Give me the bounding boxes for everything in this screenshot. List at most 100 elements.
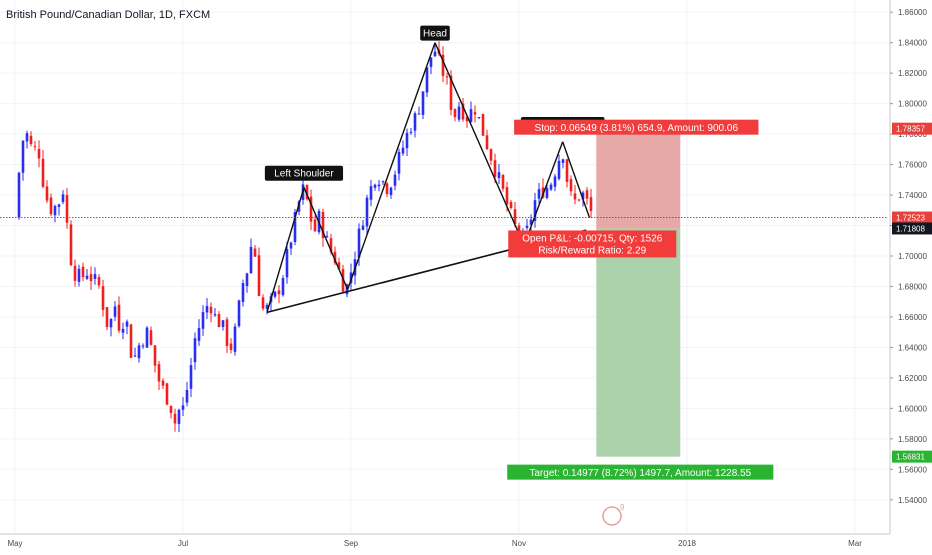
stop-label-bg xyxy=(514,119,759,135)
price-tick-label: 1.70000 xyxy=(898,252,927,261)
candle-down xyxy=(97,277,101,286)
candle-down xyxy=(573,193,577,200)
price-axis-tag-bg xyxy=(892,122,932,135)
candle-down xyxy=(101,286,105,310)
candle-down xyxy=(565,159,569,182)
candle-down xyxy=(45,186,49,201)
open-pnl-box xyxy=(508,230,677,258)
candle-down xyxy=(277,290,281,295)
candle-up xyxy=(57,204,61,207)
risk-reward-label: Risk/Reward Ratio: 2.29 xyxy=(538,245,646,256)
candle-up xyxy=(417,113,421,115)
candle-up xyxy=(241,283,245,302)
pattern-label: Head xyxy=(423,29,447,40)
position-labels: Stop: 0.06549 (3.81%) 654.9, Amount: 900… xyxy=(507,119,774,480)
stop-loss-zone[interactable] xyxy=(596,128,681,229)
candle-up xyxy=(581,192,585,200)
time-axis[interactable]: MayJulSepNov2018MarMayJulSepNov2019 xyxy=(0,533,932,548)
candle-down xyxy=(453,109,457,118)
candle-down xyxy=(493,160,497,177)
candle-down xyxy=(461,103,465,120)
candle-up xyxy=(281,278,285,296)
candle-down xyxy=(229,343,233,350)
time-tick-label: Nov xyxy=(512,539,526,548)
price-tick-label: 1.56000 xyxy=(898,465,927,474)
position-zones[interactable] xyxy=(596,128,681,457)
candle-up xyxy=(425,67,429,93)
candle-down xyxy=(33,146,37,148)
candle-down xyxy=(169,405,173,413)
price-axis-tag: 1.71808 xyxy=(896,224,925,233)
pattern-line[interactable] xyxy=(562,141,591,219)
price-axis[interactable]: 1.860001.840001.820001.800001.780001.760… xyxy=(889,0,932,534)
candle-down xyxy=(517,225,521,236)
candle-up xyxy=(433,51,437,57)
candle-up xyxy=(137,345,141,359)
price-tick-label: 1.80000 xyxy=(898,100,927,109)
candle-down xyxy=(165,383,169,405)
symbol-title: British Pound/Canadian Dollar, 1D, FXCM xyxy=(6,9,211,21)
candle-down xyxy=(309,196,313,222)
price-axis-tag: 1.72523 xyxy=(896,214,925,223)
candle-up xyxy=(377,184,381,187)
candle-down xyxy=(481,113,485,136)
candle-up xyxy=(265,305,269,309)
candle-up xyxy=(357,228,361,258)
candle-up xyxy=(77,268,81,282)
pattern-line[interactable] xyxy=(523,141,564,246)
candle-up xyxy=(537,189,541,199)
candle-down xyxy=(105,307,109,328)
candle-down xyxy=(37,148,41,159)
price-axis-tag-bg xyxy=(892,222,932,235)
candle-up xyxy=(53,205,57,216)
candle-up xyxy=(401,147,405,154)
candle-up xyxy=(477,117,481,119)
candle-up xyxy=(113,306,117,317)
candle-down xyxy=(321,211,325,238)
candle-down xyxy=(385,183,389,195)
candle-up xyxy=(109,319,113,328)
candle-down xyxy=(337,262,341,269)
candle-up xyxy=(373,184,377,188)
target-label: Target: 0.14977 (8.72%) 1497.7, Amount: … xyxy=(529,468,751,479)
candle-up xyxy=(549,184,553,190)
candle-up xyxy=(205,306,209,313)
candle-down xyxy=(577,199,581,201)
open-pnl-label: Open P&L: -0.00715, Qty: 1526 xyxy=(522,233,663,244)
candle-up xyxy=(289,242,293,249)
candle-up xyxy=(93,274,97,279)
price-axis-tag-bg xyxy=(892,211,932,224)
candle-down xyxy=(49,197,53,215)
candle-up xyxy=(181,405,185,410)
pattern-line[interactable] xyxy=(434,42,525,246)
candle-down xyxy=(333,251,337,264)
pattern-line[interactable] xyxy=(346,42,436,290)
candle-up xyxy=(201,312,205,329)
take-profit-zone[interactable] xyxy=(596,228,681,457)
candle-down xyxy=(161,380,165,386)
candle-up xyxy=(245,273,249,287)
candle-down xyxy=(69,224,73,266)
candle-up xyxy=(349,272,353,284)
candle-up xyxy=(249,246,253,274)
pattern-line[interactable] xyxy=(266,187,305,313)
price-tick-label: 1.76000 xyxy=(898,161,927,170)
pattern-label-bg xyxy=(264,165,344,181)
candle-down xyxy=(209,306,213,314)
candle-up xyxy=(397,152,401,174)
candle-down xyxy=(449,75,453,110)
pattern-line[interactable] xyxy=(303,187,349,290)
target-label-bg xyxy=(507,464,774,480)
candle-up xyxy=(365,197,369,227)
candle-up xyxy=(61,194,65,203)
price-tick-label: 1.60000 xyxy=(898,404,927,413)
candle-up xyxy=(221,320,225,327)
price-tick-label: 1.84000 xyxy=(898,39,927,48)
candle-down xyxy=(509,201,513,209)
candle-up xyxy=(233,326,237,352)
candle-up xyxy=(141,345,145,347)
candle-down xyxy=(217,313,221,328)
